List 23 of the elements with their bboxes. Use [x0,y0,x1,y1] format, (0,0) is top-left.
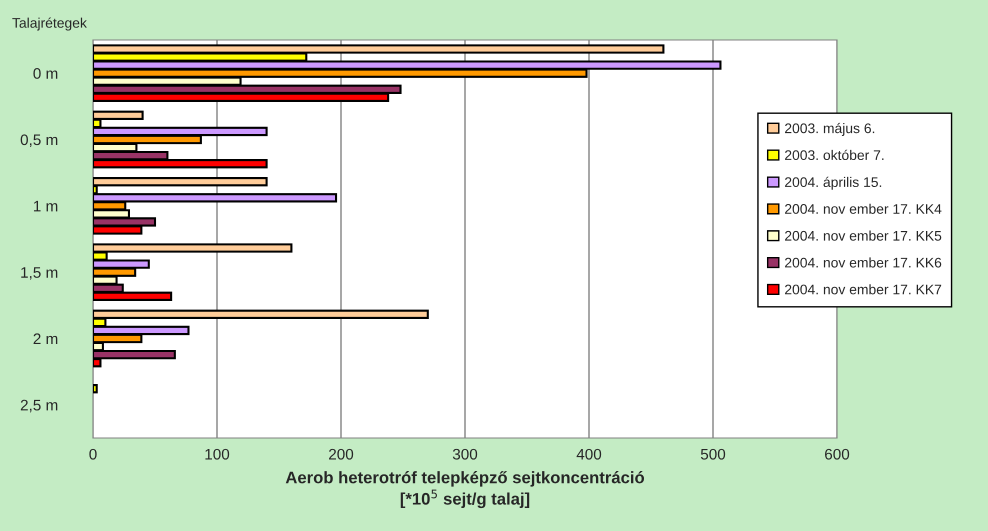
x-tick-label: 600 [825,448,850,460]
legend-label: 2004. nov ember 17. KK7 [785,284,942,294]
x-tick-label: 400 [576,448,602,460]
y-axis-title: Talajrétegek [12,17,87,31]
legend-label: 2004. nov ember 17. KK4 [785,204,942,214]
x-tick-label: 500 [700,448,726,460]
y-tick-label: 1 m [34,200,58,212]
legend-label: 2003. május 6. [785,122,874,136]
y-tick-label: 0 m [33,68,58,79]
y-tick-label: 1,5 m [21,267,58,280]
x-tick-label: 300 [452,448,478,460]
y-tick-label: 0,5 m [20,134,58,147]
bar [93,384,98,394]
y-tick-label: 2,5 m [20,400,58,412]
x-tick-label: 100 [205,448,230,460]
legend-label: 2004. április 15. [785,176,882,190]
legend-label: 2004. nov ember 17. KK6 [785,257,942,268]
x-tick-label: 0 [89,448,97,460]
x-axis-title: Aerob heterotróf telepképző sejtkoncentráció [*10$^{5}$ sejt/g talaj] [286,470,644,508]
legend-label: 2004. nov ember 17. KK5 [785,230,942,241]
x-tick-label: 200 [329,448,354,460]
y-tick-label: 2 m [34,333,58,344]
legend-label: 2003. október 7. [785,150,884,160]
